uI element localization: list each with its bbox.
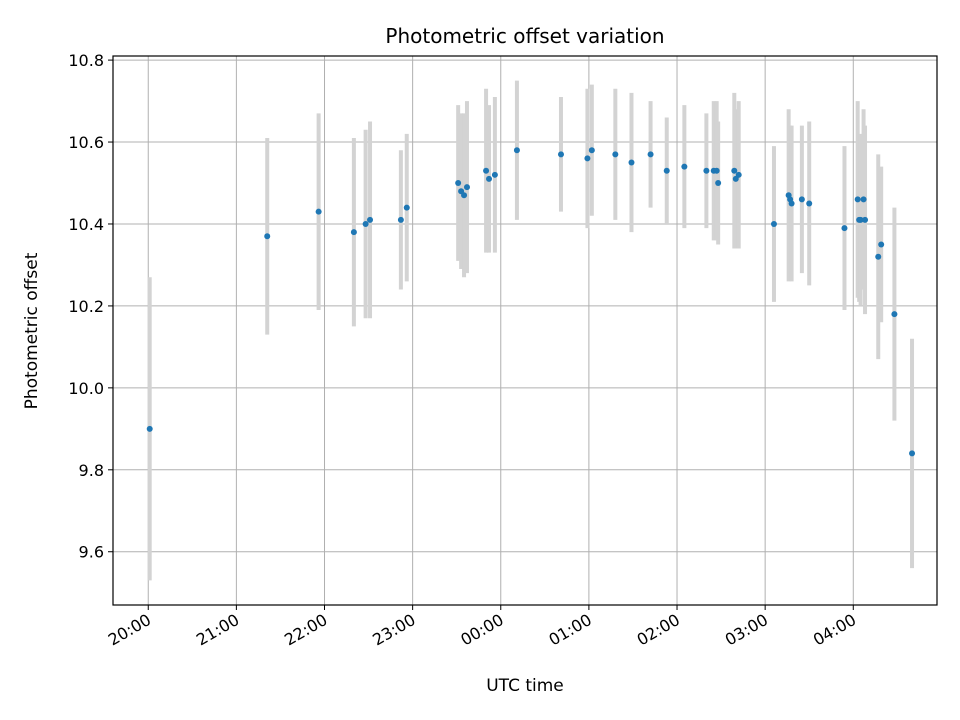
data-point [397, 216, 404, 223]
data-point [663, 167, 670, 174]
data-point [715, 180, 722, 187]
data-point [628, 159, 635, 166]
data-point [788, 200, 795, 207]
data-point [854, 196, 861, 203]
data-point [681, 163, 688, 170]
data-point [315, 208, 322, 215]
y-tick-label: 10.8 [68, 51, 104, 70]
y-axis: 9.6 9.8 10.0 10.2 10.4 10.6 10.8 [68, 51, 113, 562]
data-point [713, 167, 720, 174]
y-tick-label: 10.2 [68, 297, 104, 316]
data-point [891, 311, 898, 318]
data-point [362, 220, 369, 227]
y-tick-label: 9.6 [79, 543, 104, 562]
data-point [264, 233, 271, 240]
y-tick-label: 10.6 [68, 133, 104, 152]
data-point [909, 450, 916, 457]
data-point [703, 167, 710, 174]
data-point [367, 216, 374, 223]
plot-area-frame [112, 55, 938, 606]
data-point [798, 196, 805, 203]
data-point [557, 151, 564, 158]
chart-title: Photometric offset variation [385, 24, 664, 48]
data-point [588, 147, 595, 154]
data-point [486, 175, 493, 182]
data-point [584, 155, 591, 162]
data-point [461, 192, 468, 199]
data-point [491, 171, 498, 178]
data-point [483, 167, 490, 174]
data-point [403, 204, 410, 211]
data-point [857, 216, 864, 223]
y-axis-label: Photometric offset [22, 252, 42, 409]
data-point [860, 196, 867, 203]
y-tick-label: 10.0 [68, 379, 104, 398]
data-point [862, 216, 869, 223]
data-point [770, 220, 777, 227]
data-point [463, 184, 470, 191]
data-point [455, 180, 462, 187]
data-point [735, 171, 742, 178]
data-points [146, 147, 916, 457]
y-tick-label: 10.4 [68, 215, 104, 234]
data-point [731, 167, 738, 174]
data-point [612, 151, 619, 158]
x-axis-label: UTC time [486, 676, 564, 696]
data-point [806, 200, 813, 207]
data-point [878, 241, 885, 248]
data-point [647, 151, 654, 158]
y-tick-label: 9.8 [79, 461, 104, 480]
data-point [350, 229, 357, 236]
data-point [146, 425, 153, 432]
data-point [875, 253, 882, 260]
data-point [841, 225, 848, 232]
data-point [513, 147, 520, 154]
grid [113, 56, 937, 605]
